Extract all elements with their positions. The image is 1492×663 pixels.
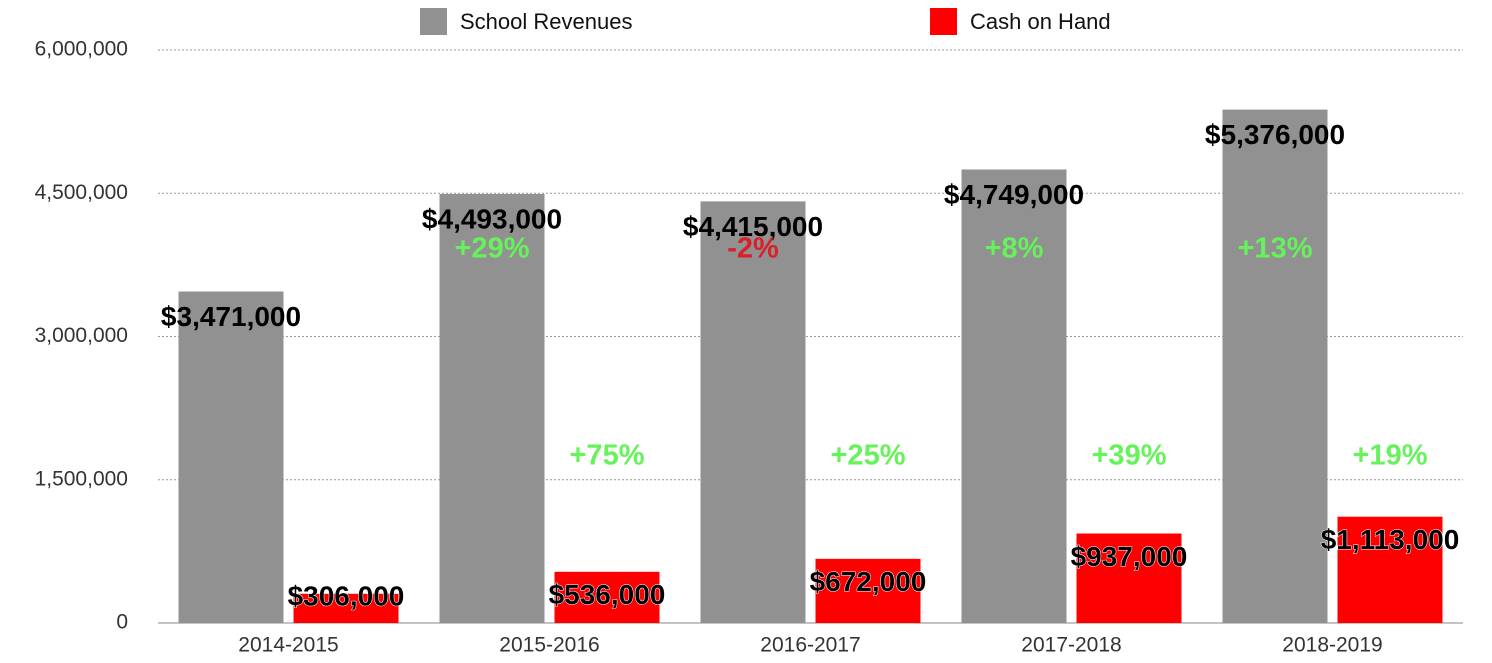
value-label: $4,415,000: [683, 211, 823, 242]
x-tick-label: 2018-2019: [1282, 634, 1382, 657]
bar: [700, 201, 806, 623]
value-label: $4,749,000: [944, 179, 1084, 210]
legend-label: School Revenues: [460, 9, 632, 34]
bar: [1222, 109, 1328, 624]
x-tick-label: 2014-2015: [238, 634, 338, 657]
x-tick-label: 2016-2017: [760, 634, 860, 657]
bar: [554, 571, 660, 623]
value-label: $306,000: [288, 580, 405, 611]
value-label: $1,113,000: [1321, 524, 1460, 555]
bar: [293, 593, 399, 623]
bar: [439, 193, 545, 623]
bar: [178, 291, 284, 623]
change-label: +19%: [1353, 440, 1428, 472]
legend-swatch: [930, 8, 957, 35]
value-label: $536,000: [549, 579, 666, 610]
legend-label: Cash on Hand: [970, 9, 1111, 34]
change-label: +25%: [831, 440, 906, 472]
value-label: $4,493,000: [422, 203, 562, 234]
legend-swatch: [420, 8, 447, 35]
y-tick-label: 6,000,000: [35, 38, 128, 61]
y-tick-label: 0: [116, 611, 128, 634]
value-label: $5,376,000: [1205, 119, 1345, 150]
bar: [1337, 516, 1443, 623]
x-tick-label: 2017-2018: [1021, 634, 1121, 657]
x-tick-label: 2015-2016: [499, 634, 599, 657]
change-label: +8%: [985, 233, 1044, 265]
value-label: $672,000: [810, 566, 927, 597]
change-label: +13%: [1238, 233, 1313, 265]
bar: [815, 558, 921, 623]
change-label: +39%: [1092, 440, 1167, 472]
bar: [1076, 533, 1182, 623]
y-tick-label: 4,500,000: [35, 181, 128, 204]
value-label: $3,471,000: [161, 301, 301, 332]
bar: [961, 169, 1067, 623]
change-label: -2%: [727, 233, 779, 265]
y-tick-label: 3,000,000: [35, 324, 128, 347]
y-tick-label: 1,500,000: [35, 467, 128, 490]
value-label: $937,000: [1071, 541, 1188, 572]
change-label: +29%: [455, 233, 530, 265]
change-label: +75%: [570, 440, 645, 472]
